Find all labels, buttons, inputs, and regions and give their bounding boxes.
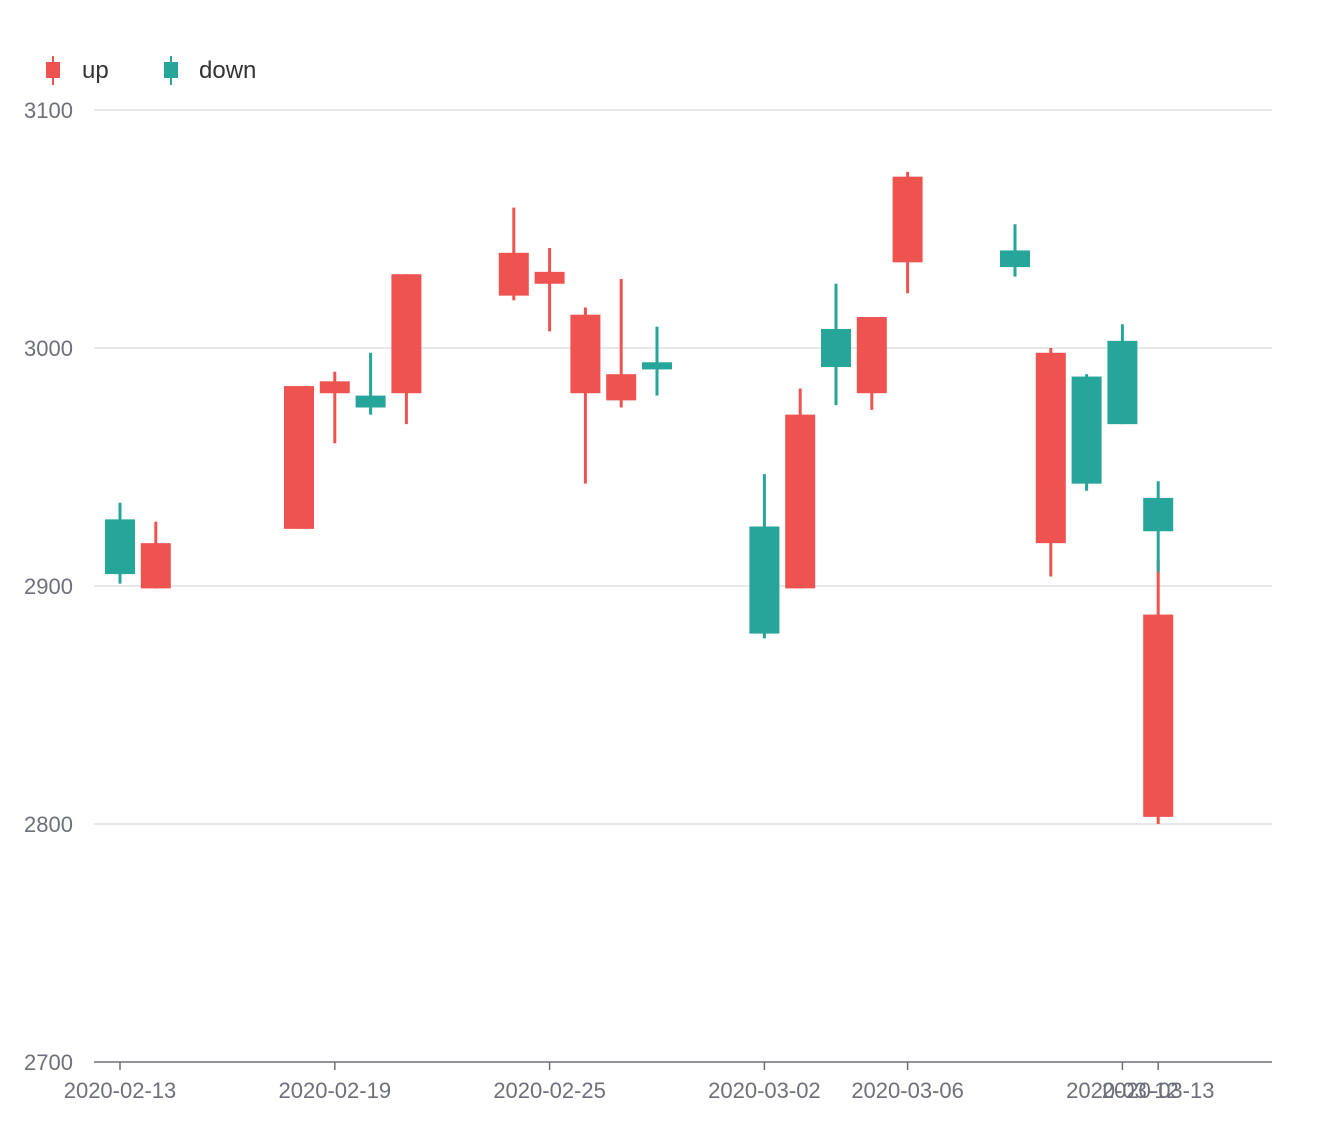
- y-tick-label: 2700: [24, 1050, 73, 1075]
- y-tick-label: 3100: [24, 98, 73, 123]
- candle-body: [1107, 340, 1138, 425]
- x-tick-label: 2020-02-13: [64, 1078, 177, 1103]
- candle-body: [284, 386, 314, 529]
- legend-down-swatch: [164, 62, 178, 78]
- candle-body: [391, 274, 422, 394]
- candle-body: [642, 362, 672, 370]
- candle-body: [821, 328, 851, 368]
- candle-down[interactable]: [1000, 224, 1030, 277]
- candle-down[interactable]: [105, 502, 135, 584]
- grid-lines: [94, 109, 1272, 825]
- candle-body: [1143, 497, 1174, 532]
- candle-up[interactable]: [570, 307, 601, 484]
- candle-body: [856, 317, 887, 394]
- candle-body: [1143, 614, 1174, 817]
- candles: [105, 171, 1174, 824]
- candle-up[interactable]: [785, 388, 816, 589]
- axes: 2700 2800 2900 3000 3100 2020-02-13 2020-02-19…: [24, 98, 1272, 1103]
- candle-body: [355, 395, 386, 408]
- candle-down[interactable]: [1107, 324, 1138, 425]
- x-tick-label: 2020-03-12: [1066, 1078, 1179, 1103]
- legend[interactable]: up down: [46, 56, 256, 85]
- candle-body: [749, 526, 780, 634]
- candle-up[interactable]: [856, 317, 887, 410]
- candle-up[interactable]: [498, 207, 529, 301]
- x-tick-label: 2020-03-02: [708, 1078, 821, 1103]
- candle-body: [1000, 250, 1030, 268]
- legend-up-swatch: [46, 62, 60, 78]
- candle-body: [319, 381, 350, 394]
- y-tick-label: 2900: [24, 574, 73, 599]
- candle-body: [534, 271, 565, 284]
- candle-up[interactable]: [606, 278, 637, 408]
- x-tick-label: 2020-02-25: [493, 1078, 606, 1103]
- candle-body: [140, 543, 171, 589]
- candle-up[interactable]: [534, 248, 565, 332]
- legend-up-label: up: [82, 57, 109, 84]
- candle-down[interactable]: [749, 474, 780, 639]
- candle-body: [1071, 376, 1102, 484]
- candle-body: [105, 519, 135, 575]
- candle-up[interactable]: [1035, 348, 1066, 577]
- candle-up[interactable]: [892, 171, 923, 294]
- candle-body: [785, 414, 816, 589]
- x-tick-label: 2020-02-19: [279, 1078, 392, 1103]
- candle-body: [570, 314, 601, 394]
- candle-down[interactable]: [642, 326, 672, 396]
- candle-up[interactable]: [319, 371, 350, 444]
- legend-down-label: down: [199, 57, 256, 84]
- x-tick-label: 2020-03-06: [851, 1078, 964, 1103]
- candle-up[interactable]: [391, 274, 422, 425]
- candle-down[interactable]: [821, 283, 851, 406]
- candle-body: [892, 176, 923, 263]
- candle-up[interactable]: [140, 521, 171, 589]
- legend-item-up[interactable]: up: [46, 56, 109, 85]
- candle-down[interactable]: [355, 352, 386, 415]
- candle-up[interactable]: [1143, 559, 1174, 824]
- candle-body: [498, 252, 529, 296]
- candle-down[interactable]: [1143, 481, 1174, 572]
- candle-body: [606, 374, 637, 401]
- candle-up[interactable]: [284, 386, 314, 529]
- candle-body: [1035, 352, 1066, 544]
- legend-item-down[interactable]: down: [164, 56, 256, 85]
- candle-down[interactable]: [1071, 374, 1102, 491]
- y-tick-label: 3000: [24, 336, 73, 361]
- x-tick-label: 2020-03-13: [1102, 1078, 1215, 1103]
- y-tick-label: 2800: [24, 812, 73, 837]
